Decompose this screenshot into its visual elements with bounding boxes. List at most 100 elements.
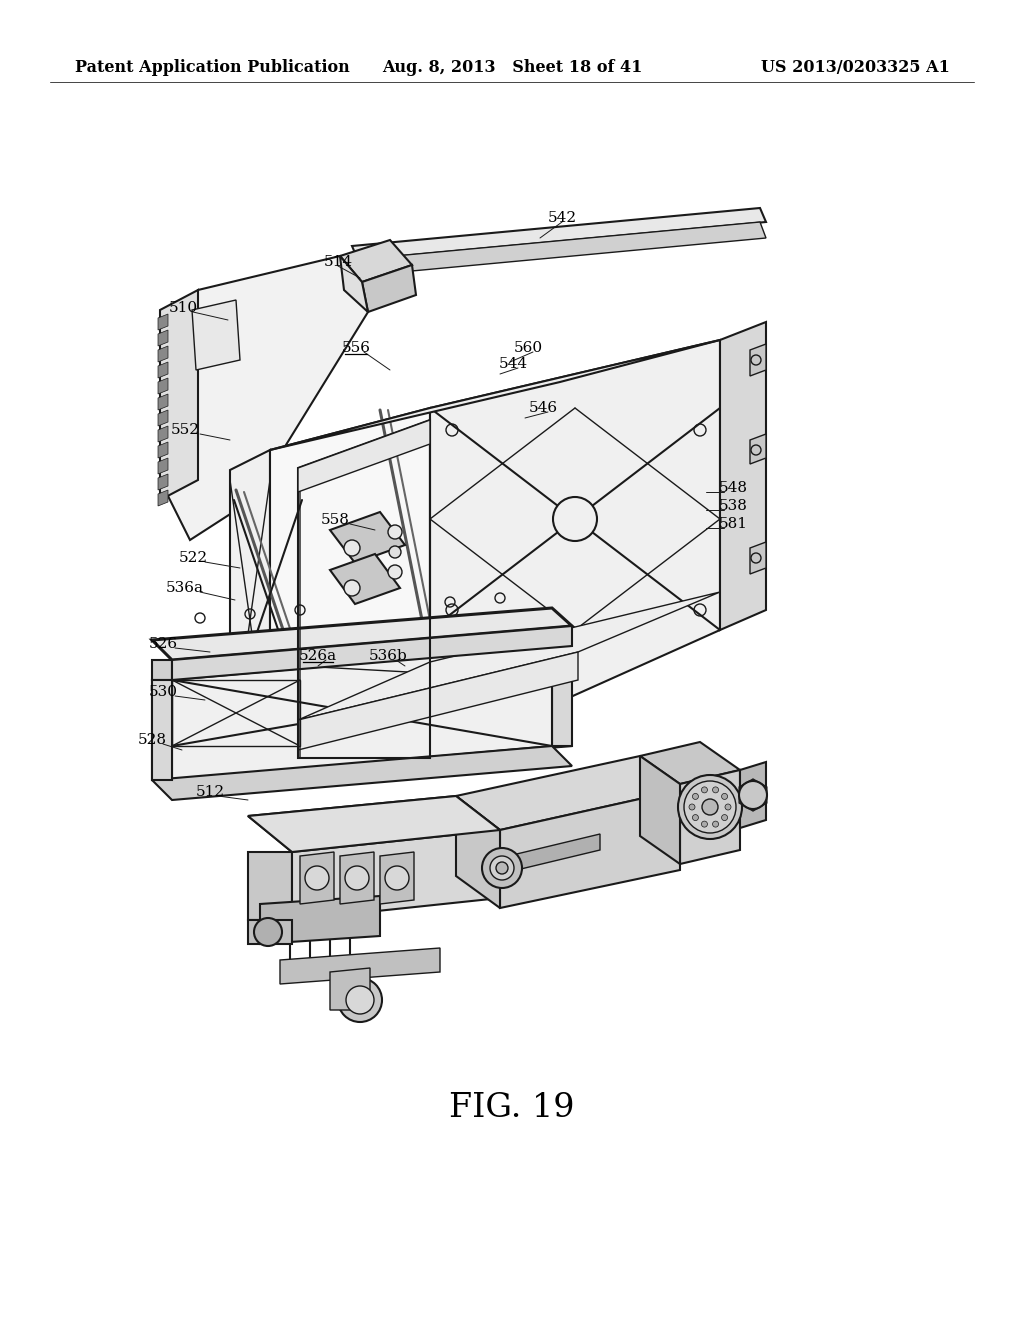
Polygon shape	[750, 434, 766, 465]
Circle shape	[678, 775, 742, 840]
Polygon shape	[152, 746, 572, 780]
Text: 514: 514	[324, 255, 352, 269]
Circle shape	[722, 814, 728, 821]
Polygon shape	[330, 968, 370, 1010]
Polygon shape	[680, 770, 740, 865]
Text: 548: 548	[719, 480, 748, 495]
Text: US 2013/0203325 A1: US 2013/0203325 A1	[761, 59, 950, 77]
Polygon shape	[740, 762, 766, 828]
Polygon shape	[260, 896, 380, 944]
Polygon shape	[362, 265, 416, 312]
Polygon shape	[160, 290, 198, 500]
Circle shape	[388, 565, 402, 579]
Text: 581: 581	[719, 517, 748, 531]
Circle shape	[701, 821, 708, 828]
Polygon shape	[152, 680, 172, 780]
Text: 536a: 536a	[166, 581, 204, 595]
Text: 556: 556	[341, 341, 371, 355]
Polygon shape	[380, 851, 414, 904]
Polygon shape	[158, 393, 168, 411]
Polygon shape	[298, 591, 720, 719]
Text: 560: 560	[513, 341, 543, 355]
Text: Patent Application Publication: Patent Application Publication	[75, 59, 350, 77]
Polygon shape	[280, 948, 440, 983]
Polygon shape	[330, 512, 406, 564]
Polygon shape	[248, 796, 500, 851]
Circle shape	[344, 540, 360, 556]
Polygon shape	[720, 322, 766, 630]
Polygon shape	[158, 458, 168, 474]
Circle shape	[346, 986, 374, 1014]
Polygon shape	[552, 645, 572, 746]
Polygon shape	[172, 645, 552, 780]
Polygon shape	[270, 408, 430, 760]
Polygon shape	[352, 209, 766, 260]
Text: 522: 522	[178, 550, 208, 565]
Polygon shape	[340, 256, 368, 312]
Circle shape	[389, 546, 401, 558]
Circle shape	[701, 787, 708, 793]
Polygon shape	[330, 554, 400, 605]
Circle shape	[344, 579, 360, 597]
Circle shape	[739, 781, 767, 809]
Text: 538: 538	[719, 499, 748, 513]
Circle shape	[385, 866, 409, 890]
Text: 552: 552	[171, 422, 200, 437]
Polygon shape	[158, 411, 168, 426]
Polygon shape	[750, 345, 766, 376]
Polygon shape	[158, 474, 168, 490]
Text: 526: 526	[148, 638, 177, 651]
Circle shape	[496, 862, 508, 874]
Circle shape	[254, 917, 282, 946]
Circle shape	[692, 814, 698, 821]
Polygon shape	[152, 609, 572, 660]
Text: 510: 510	[168, 301, 198, 315]
Polygon shape	[640, 742, 740, 784]
Polygon shape	[152, 680, 172, 780]
Text: 542: 542	[548, 211, 577, 224]
Polygon shape	[340, 851, 374, 904]
Polygon shape	[248, 851, 292, 920]
Polygon shape	[248, 796, 500, 851]
Polygon shape	[230, 450, 270, 780]
Polygon shape	[193, 300, 240, 370]
Circle shape	[722, 793, 728, 800]
Circle shape	[684, 781, 736, 833]
Circle shape	[713, 821, 719, 828]
Polygon shape	[158, 426, 168, 442]
Circle shape	[490, 855, 514, 880]
Polygon shape	[456, 756, 680, 830]
Polygon shape	[158, 442, 168, 458]
Polygon shape	[298, 420, 430, 492]
Polygon shape	[500, 789, 680, 908]
Text: 536b: 536b	[369, 649, 408, 663]
Polygon shape	[750, 543, 766, 574]
Circle shape	[692, 793, 698, 800]
Text: 546: 546	[528, 401, 557, 414]
Circle shape	[725, 804, 731, 810]
Polygon shape	[158, 330, 168, 346]
Polygon shape	[152, 746, 572, 800]
Circle shape	[702, 799, 718, 814]
Polygon shape	[298, 652, 578, 750]
Circle shape	[482, 847, 522, 888]
Polygon shape	[430, 341, 720, 760]
Circle shape	[689, 804, 695, 810]
Polygon shape	[640, 756, 680, 865]
Circle shape	[345, 866, 369, 890]
Polygon shape	[456, 796, 500, 908]
Polygon shape	[340, 240, 412, 282]
Text: FIG. 19: FIG. 19	[450, 1092, 574, 1125]
Circle shape	[338, 978, 382, 1022]
Polygon shape	[500, 834, 600, 874]
Polygon shape	[292, 830, 500, 920]
Polygon shape	[158, 378, 168, 393]
Polygon shape	[158, 362, 168, 378]
Polygon shape	[158, 490, 168, 506]
Text: 512: 512	[196, 785, 224, 799]
Circle shape	[553, 498, 597, 541]
Polygon shape	[248, 920, 292, 944]
Text: 528: 528	[137, 733, 167, 747]
Polygon shape	[160, 256, 368, 540]
Text: 544: 544	[499, 356, 527, 371]
